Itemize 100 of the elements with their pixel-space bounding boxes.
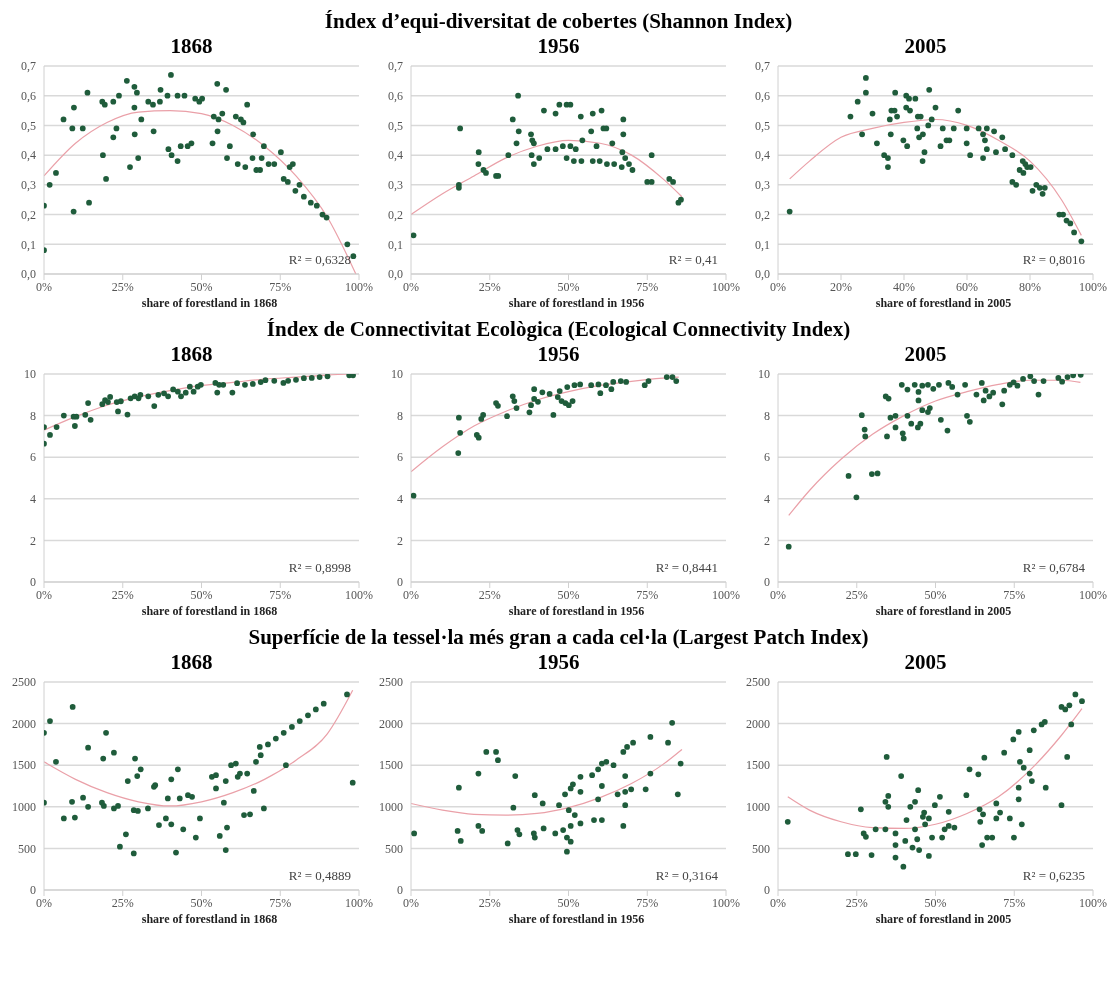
y-tick-label: 2 xyxy=(30,533,36,548)
chart-subtitle: 1956 xyxy=(537,34,580,58)
point xyxy=(324,374,331,380)
y-tick-label: 0,1 xyxy=(388,237,403,252)
point xyxy=(178,393,184,400)
y-tick-label: 0,3 xyxy=(388,178,403,193)
point xyxy=(628,786,635,793)
annotation: R² = 0,3164 xyxy=(655,868,718,883)
x-tick-label: 25% xyxy=(111,587,134,602)
point xyxy=(493,749,499,755)
point xyxy=(190,388,197,395)
point xyxy=(620,749,627,755)
x-axis-title: share of forestland in 1956 xyxy=(508,912,645,926)
y-tick-label: 0,2 xyxy=(21,207,36,222)
chart-title: 1868 xyxy=(170,34,213,58)
point xyxy=(107,394,114,400)
point xyxy=(531,792,538,799)
x-axis-title: share of forestland in 2005 xyxy=(875,296,1012,310)
x-tick-label: 50% xyxy=(557,587,580,602)
x-tick-label: 25% xyxy=(111,279,134,294)
point xyxy=(595,766,601,773)
x-tick-label: 0% xyxy=(403,895,419,910)
point xyxy=(455,450,462,456)
point xyxy=(145,393,152,400)
point xyxy=(71,423,78,429)
x-tick-label: 50% xyxy=(924,895,947,910)
point xyxy=(599,817,605,823)
x-tick-label: 100% xyxy=(1079,279,1107,294)
point xyxy=(479,828,486,834)
y-tick-label: 0,7 xyxy=(21,59,36,74)
point xyxy=(669,719,676,726)
y-tick-label: 10 xyxy=(391,367,403,382)
y-tick-label: 0,0 xyxy=(21,267,36,282)
point xyxy=(531,396,538,402)
x-tick-label: 75% xyxy=(269,279,292,294)
x-tick-label: 75% xyxy=(269,587,292,602)
y-tick-label: 0,7 xyxy=(755,59,770,74)
annotation: R² = 0,4889 xyxy=(288,868,351,883)
y-tick-label: 2000 xyxy=(12,716,36,731)
y-tick-label: 0,3 xyxy=(21,178,36,193)
x-tick-label: 25% xyxy=(478,279,501,294)
point xyxy=(285,377,291,384)
point xyxy=(170,386,177,393)
point xyxy=(350,374,356,379)
y-tick-label: 1500 xyxy=(379,758,403,773)
point xyxy=(82,411,89,418)
y-tick-label: 10 xyxy=(758,367,770,382)
point xyxy=(60,412,67,419)
point xyxy=(608,386,615,393)
point xyxy=(589,772,595,779)
point xyxy=(165,393,171,400)
chart-subtitle: 1956 xyxy=(537,650,580,674)
y-tick-label: 500 xyxy=(752,841,770,856)
line-series xyxy=(411,376,680,473)
point xyxy=(531,386,538,393)
point xyxy=(513,405,520,411)
point xyxy=(570,781,576,788)
y-tick-label: 0,4 xyxy=(755,148,770,163)
point xyxy=(457,429,464,436)
x-tick-label: 0% xyxy=(36,279,52,294)
y-tick-label: 0 xyxy=(30,883,36,898)
point xyxy=(567,838,574,845)
point xyxy=(622,802,629,809)
point xyxy=(262,377,269,384)
x-tick-label: 75% xyxy=(636,895,659,910)
point xyxy=(669,374,676,380)
annotation: R² = 0,6235 xyxy=(1022,868,1085,883)
x-tick-label: 75% xyxy=(636,279,659,294)
x-tick-label: 100% xyxy=(345,895,373,910)
y-tick-label: 8 xyxy=(30,408,36,423)
point xyxy=(647,770,654,777)
point xyxy=(271,377,278,384)
x-tick-label: 0% xyxy=(403,279,419,294)
chart-title: 2005 xyxy=(904,34,947,58)
x-axis-title: share of forestland in 1868 xyxy=(141,912,278,926)
point xyxy=(577,788,584,795)
point xyxy=(556,388,563,394)
y-tick-label: 0,1 xyxy=(21,237,36,252)
x-tick-label: 50% xyxy=(557,895,580,910)
point xyxy=(595,381,602,388)
point xyxy=(182,389,189,396)
point xyxy=(564,834,570,841)
x-axis-title: share of forestland in 1956 xyxy=(508,604,645,618)
point xyxy=(620,823,627,829)
point xyxy=(647,734,654,740)
point xyxy=(622,773,629,779)
y-tick-label: 8 xyxy=(397,408,403,423)
point xyxy=(411,492,417,499)
point xyxy=(599,783,605,789)
y-tick-label: 0,4 xyxy=(388,148,403,163)
x-tick-label: 0% xyxy=(36,587,52,602)
y-tick-label: 2500 xyxy=(746,675,770,690)
point xyxy=(560,827,567,833)
y-tick-label: 4 xyxy=(764,492,770,507)
y-tick-label: 2 xyxy=(764,533,770,548)
point xyxy=(53,424,60,430)
x-tick-label: 100% xyxy=(345,587,373,602)
x-tick-label: 0% xyxy=(36,895,52,910)
y-tick-label: 0 xyxy=(397,575,403,590)
point xyxy=(528,402,534,409)
